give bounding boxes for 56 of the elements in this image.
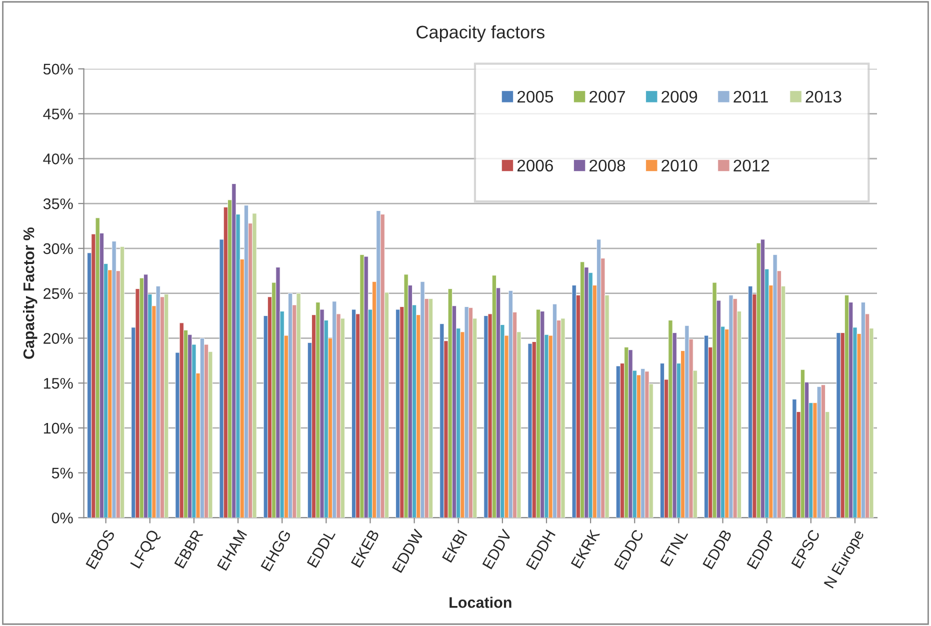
y-tick-label: 45% xyxy=(43,108,73,120)
y-tick-label: 5% xyxy=(52,468,73,479)
legend-label: 2010 xyxy=(662,160,698,172)
bar xyxy=(276,267,280,518)
bar xyxy=(684,325,690,518)
legend-label: 2007 xyxy=(590,90,625,103)
legend-label: 2005 xyxy=(517,90,554,103)
y-tick-label: 30% xyxy=(43,243,73,254)
bar xyxy=(252,213,257,518)
bar xyxy=(756,242,761,518)
legend-label: 2013 xyxy=(806,90,842,103)
y-tick-label: 50% xyxy=(43,64,73,75)
y-tick-label: 40% xyxy=(43,153,73,164)
bar xyxy=(440,324,444,518)
bar xyxy=(296,293,301,518)
bar xyxy=(420,281,425,518)
bar xyxy=(179,322,184,518)
bar xyxy=(380,214,385,518)
bar xyxy=(792,399,797,518)
bar xyxy=(732,298,738,518)
bar xyxy=(464,306,469,518)
y-axis-title: Capacity Factor % xyxy=(23,227,38,359)
y-tick-label: 20% xyxy=(44,333,73,344)
bar xyxy=(820,384,826,518)
y-tick-label: 15% xyxy=(44,378,73,389)
legend-label: 2011 xyxy=(734,90,768,103)
legend-label: 2006 xyxy=(517,160,553,172)
bar xyxy=(404,274,408,518)
bar xyxy=(668,320,673,518)
x-axis-title: Location xyxy=(450,596,512,608)
bar xyxy=(332,301,337,518)
y-tick-label: 0% xyxy=(52,512,73,524)
bar xyxy=(364,256,368,518)
bar xyxy=(95,218,100,518)
bar xyxy=(120,246,125,518)
legend-label: 2012 xyxy=(734,160,770,172)
bar xyxy=(232,184,236,518)
bar xyxy=(772,254,778,518)
chart-title: Capacity factors xyxy=(416,25,544,42)
bar xyxy=(628,350,633,518)
y-tick-label: 35% xyxy=(43,198,73,210)
bar xyxy=(816,386,822,518)
bar xyxy=(560,318,566,518)
legend-label: 2009 xyxy=(662,90,698,103)
bar xyxy=(712,282,717,518)
bar xyxy=(428,298,434,518)
bar xyxy=(572,284,576,518)
bar xyxy=(528,343,532,518)
bar xyxy=(540,311,545,518)
bar xyxy=(644,371,650,518)
legend-label: 2008 xyxy=(590,160,626,172)
y-tick-label: 25% xyxy=(44,288,73,299)
bar xyxy=(156,286,160,518)
bar xyxy=(112,241,116,518)
y-tick-label: 10% xyxy=(44,422,73,434)
bar xyxy=(164,294,169,518)
